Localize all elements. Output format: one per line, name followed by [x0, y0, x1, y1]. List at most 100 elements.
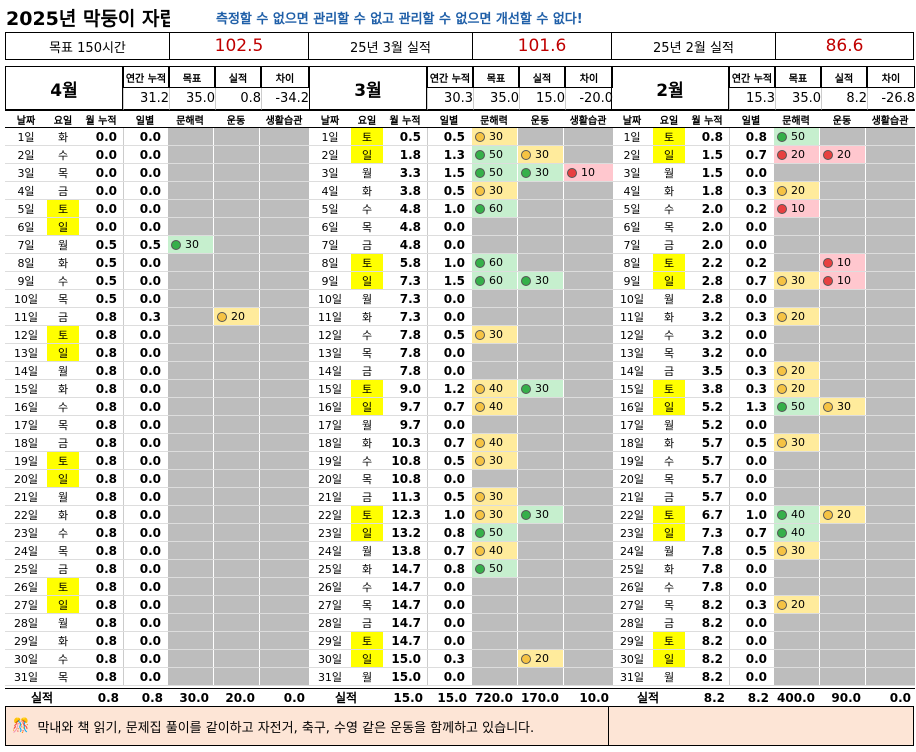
month-acc-cell: 0.8 — [701, 129, 723, 144]
habit-cell — [259, 146, 309, 163]
target-value: 35.0 — [775, 88, 821, 110]
exercise-cell — [213, 128, 259, 145]
day-cell: 15일 — [13, 382, 39, 396]
weekday-cell: 일 — [47, 596, 79, 613]
exercise-cell — [819, 128, 865, 145]
weekday-cell: 월 — [57, 364, 69, 378]
weekday-cell: 월 — [57, 616, 69, 630]
month-acc-cell: 0.8 — [95, 327, 117, 342]
daily-cell: 0.0 — [123, 128, 167, 145]
weekday-cell: 월 — [361, 544, 373, 558]
status-dot-icon — [475, 527, 485, 538]
exercise-cell — [517, 452, 563, 469]
literacy-cell — [167, 164, 213, 181]
habit-cell — [563, 578, 613, 595]
column-header: 문해력 — [480, 115, 508, 127]
weekday-cell: 월 — [361, 670, 373, 684]
weekday-cell: 목 — [361, 472, 373, 486]
table-row: 31일 월 15.0 0.0 — [309, 668, 613, 686]
exercise-cell — [517, 218, 563, 235]
weekday-cell: 일 — [47, 218, 79, 235]
daily-cell: 0.0 — [729, 236, 773, 253]
exercise-cell — [213, 182, 259, 199]
month-acc-cell: 3.3 — [399, 165, 421, 180]
daily-cell: 0.0 — [123, 146, 167, 163]
weekday-cell: 화 — [57, 130, 69, 144]
month-acc-cell: 6.7 — [701, 507, 723, 522]
exercise-cell — [517, 128, 563, 145]
status-dot-icon — [475, 149, 485, 160]
weekday-cell: 금 — [361, 616, 373, 630]
day-cell: 3일 — [17, 166, 35, 180]
literacy-cell — [167, 578, 213, 595]
totals-cell: 10.0 — [579, 690, 609, 705]
cell-value: 40 — [489, 544, 503, 557]
month-header: 2월 연간 누적 15.3 목표 35.0 실적 8.2 차이 -26.8 — [611, 66, 915, 110]
status-dot-icon — [777, 185, 787, 196]
day-cell: 11일 — [619, 310, 645, 324]
habit-cell — [259, 182, 309, 199]
daily-cell: 0.8 — [427, 560, 471, 577]
exercise-cell — [213, 596, 259, 613]
habit-cell — [563, 362, 613, 379]
literacy-cell: 60 — [471, 254, 517, 271]
table-row: 10일 목 0.5 0.0 — [5, 290, 309, 308]
literacy-cell — [773, 290, 819, 307]
month-acc-cell: 2.8 — [701, 291, 723, 306]
cell-value: 20 — [791, 382, 805, 395]
weekday-cell: 월 — [361, 418, 373, 432]
table-row: 9일 일 2.8 0.7 30 10 — [611, 272, 915, 290]
habit-cell — [865, 452, 915, 469]
column-header-row: 날짜 요일 월 누적 일별 문해력 운동 생활습관 — [5, 110, 309, 128]
day-cell: 22일 — [317, 508, 343, 522]
month-acc-cell: 0.8 — [95, 579, 117, 594]
day-cell: 3일 — [623, 166, 641, 180]
exercise-cell: 20 — [819, 506, 865, 523]
exercise-cell — [213, 200, 259, 217]
daily-cell: 0.0 — [427, 668, 471, 685]
habit-cell — [563, 272, 613, 289]
month-acc-cell: 3.5 — [701, 363, 723, 378]
literacy-cell — [167, 614, 213, 631]
habit-cell — [563, 236, 613, 253]
literacy-cell: 20 — [773, 308, 819, 325]
literacy-cell — [167, 650, 213, 667]
month-acc-cell: 0.5 — [95, 255, 117, 270]
literacy-cell: 40 — [773, 506, 819, 523]
day-cell: 4일 — [321, 184, 339, 198]
status-dot-icon — [823, 149, 833, 160]
table-row: 11일 화 3.2 0.3 20 — [611, 308, 915, 326]
exercise-cell — [819, 218, 865, 235]
table-row: 7일 금 4.8 0.0 — [309, 236, 613, 254]
weekday-cell: 일 — [653, 398, 685, 415]
habit-cell — [563, 614, 613, 631]
month-acc-cell: 14.7 — [391, 633, 421, 648]
exercise-cell — [517, 596, 563, 613]
weekday-cell: 일 — [47, 470, 79, 487]
literacy-cell: 40 — [471, 398, 517, 415]
weekday-cell: 일 — [653, 524, 685, 541]
cell-value: 30 — [791, 274, 805, 287]
table-row: 13일 일 0.8 0.0 — [5, 344, 309, 362]
column-header: 날짜 — [622, 115, 642, 127]
daily-cell: 0.0 — [123, 614, 167, 631]
exercise-cell — [819, 488, 865, 505]
day-cell: 29일 — [619, 634, 645, 648]
weekday-cell: 화 — [663, 436, 675, 450]
day-cell: 30일 — [619, 652, 645, 666]
goal-value: 102.5 — [170, 33, 309, 59]
day-cell: 19일 — [317, 454, 343, 468]
day-cell: 21일 — [13, 490, 39, 504]
table-row: 23일 일 7.3 0.7 40 — [611, 524, 915, 542]
exercise-cell — [517, 542, 563, 559]
daily-cell: 0.0 — [123, 218, 167, 235]
cell-value: 50 — [791, 130, 805, 143]
day-cell: 29일 — [317, 634, 343, 648]
daily-cell: 0.0 — [729, 218, 773, 235]
literacy-cell — [773, 236, 819, 253]
target-label: 목표 — [473, 66, 519, 88]
month-acc-cell: 8.2 — [701, 651, 723, 666]
weekday-cell: 금 — [57, 562, 69, 576]
habit-cell — [259, 596, 309, 613]
footer-note: 🎊 막내와 책 읽기, 문제집 풀이를 같이하고 자전거, 축구, 수영 같은 … — [5, 706, 914, 746]
